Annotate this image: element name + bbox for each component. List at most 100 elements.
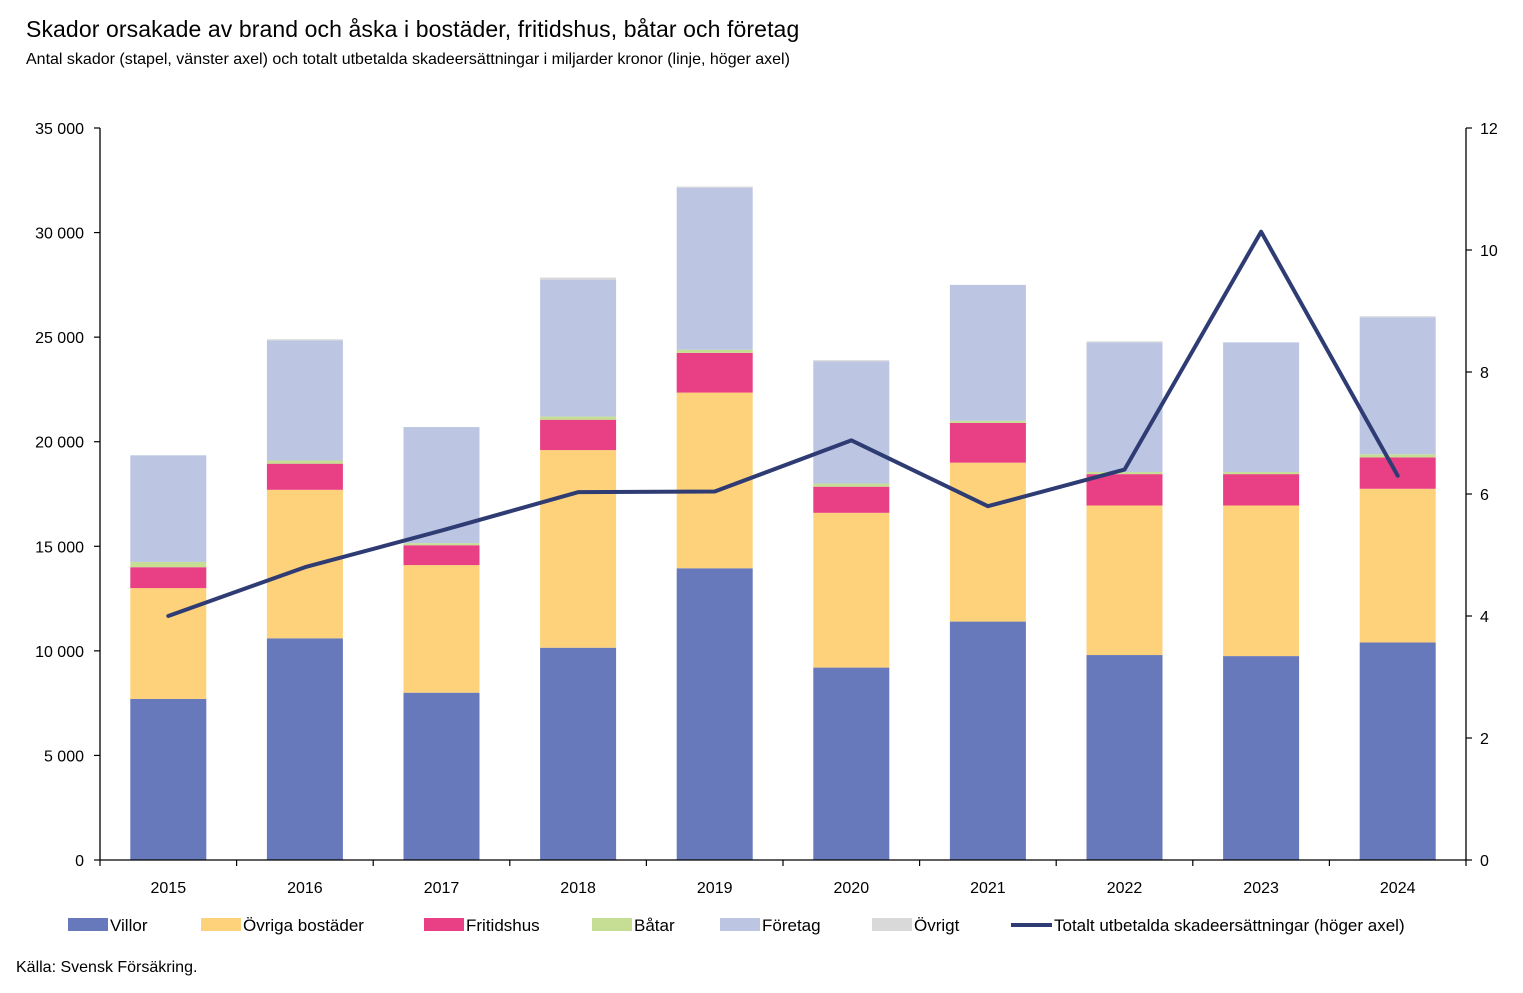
x-tick-label-2019: 2019 [697,880,733,897]
bar-villor-2024 [1359,642,1436,860]
bar-villor-2019 [676,568,753,860]
legend-label-fritidshus: Fritidshus [466,916,540,935]
left-tick-label: 10 000 [35,644,84,661]
x-tick-label-2016: 2016 [287,880,323,897]
bar-batar-2021 [949,420,1026,423]
bar-fritidshus-2018 [540,419,617,451]
legend-swatch-ovriga [201,918,241,931]
bar-villor-2017 [403,692,480,860]
bar-foretag-2019 [676,187,753,350]
legend-label-batar: Båtar [634,916,675,935]
bar-foretag-2022 [1086,342,1163,473]
bar-foretag-2018 [540,279,617,417]
chart-subtitle: Antal skador (stapel, vänster axel) och … [26,51,790,68]
line-layer [166,229,1400,618]
x-tick-label-2017: 2017 [424,880,460,897]
bar-ovriga-2024 [1359,488,1436,643]
bar-ovriga-2021 [949,462,1026,622]
series-line-total-payouts [166,229,1400,618]
bar-batar-2019 [676,349,753,353]
bar-ovrigt-2020 [813,360,890,362]
bar-foretag-2024 [1359,317,1436,455]
legend: Villor Övriga bostäder Fritidshus Båtar Före… [68,916,1405,935]
legend-label-ovrigt: Övrigt [914,916,960,935]
bar-foretag-2017 [403,427,480,544]
legend-label-ovriga: Övriga bostäder [243,916,364,935]
right-tick-label: 0 [1480,853,1489,870]
bar-fritidshus-2016 [266,463,343,490]
left-tick-label: 35 000 [35,121,84,138]
right-tick-label: 6 [1480,487,1489,504]
bar-foretag-2020 [813,361,890,484]
chart-title: Skador orsakade av brand och åska i bost… [26,16,800,42]
x-tick-label-2023: 2023 [1243,880,1279,897]
bar-fritidshus-2015 [130,567,207,589]
left-tick-label: 20 000 [35,435,84,452]
bar-ovriga-2016 [266,489,343,639]
x-tick-label-2018: 2018 [560,880,596,897]
legend-swatch-ovrigt [872,918,912,931]
left-tick-label: 25 000 [35,330,84,347]
bar-foretag-2023 [1223,342,1300,473]
bar-batar-2024 [1359,454,1436,458]
legend-swatch-foretag [720,918,760,931]
left-tick-label: 15 000 [35,539,84,556]
bar-ovrigt-2024 [1359,316,1436,318]
x-tick-label-2020: 2020 [834,880,870,897]
bar-villor-2021 [949,621,1026,860]
legend-swatch-fritidshus [424,918,464,931]
bar-fritidshus-2021 [949,422,1026,463]
bar-ovriga-2020 [813,512,890,668]
x-tick-label-2015: 2015 [151,880,187,897]
bar-batar-2017 [403,543,480,546]
bar-fritidshus-2019 [676,352,753,393]
legend-swatch-batar [592,918,632,931]
bar-ovrigt-2016 [266,339,343,341]
bar-ovriga-2023 [1223,505,1300,657]
right-tick-label: 12 [1480,121,1498,138]
bar-ovriga-2022 [1086,505,1163,656]
bar-ovrigt-2022 [1086,341,1163,343]
bar-villor-2018 [540,647,617,860]
left-tick-label: 30 000 [35,226,84,243]
bar-villor-2020 [813,667,890,860]
bar-ovriga-2018 [540,450,617,648]
bar-foretag-2016 [266,340,343,461]
bar-villor-2023 [1223,656,1300,860]
bar-fritidshus-2020 [813,486,890,513]
right-tick-label: 2 [1480,731,1489,748]
bar-batar-2023 [1223,472,1300,475]
legend-label-foretag: Företag [762,916,821,935]
bar-batar-2018 [540,416,617,420]
right-tick-label: 8 [1480,365,1489,382]
bar-batar-2022 [1086,472,1163,475]
x-tick-label-2024: 2024 [1380,880,1416,897]
legend-swatch-villor [68,918,108,931]
bar-fritidshus-2023 [1223,474,1300,506]
bar-foretag-2021 [949,284,1026,421]
bar-ovriga-2017 [403,565,480,693]
axes-layer: 0 5 000 10 000 15 000 20 000 25 000 30 000 35 0… [35,121,1498,897]
x-tick-label-2021: 2021 [970,880,1006,897]
bar-fritidshus-2022 [1086,474,1163,506]
bar-fritidshus-2017 [403,545,480,566]
bar-batar-2020 [813,483,890,487]
source-note: Källa: Svensk Försäkring. [16,959,198,976]
bars-layer [130,186,1436,860]
bar-batar-2016 [266,460,343,464]
legend-label-line: Totalt utbetalda skadeersättningar (höge… [1054,916,1405,935]
left-tick-label: 0 [75,853,84,870]
right-tick-label: 4 [1480,609,1489,626]
bar-batar-2015 [130,561,207,568]
bar-foretag-2015 [130,455,207,562]
right-tick-label: 10 [1480,243,1498,260]
bar-villor-2016 [266,638,343,860]
legend-label-villor: Villor [110,916,148,935]
bar-villor-2015 [130,698,207,860]
x-tick-label-2022: 2022 [1107,880,1143,897]
bar-ovrigt-2019 [676,186,753,188]
bar-villor-2022 [1086,655,1163,860]
left-tick-label: 5 000 [44,748,84,765]
bar-ovrigt-2018 [540,277,617,280]
